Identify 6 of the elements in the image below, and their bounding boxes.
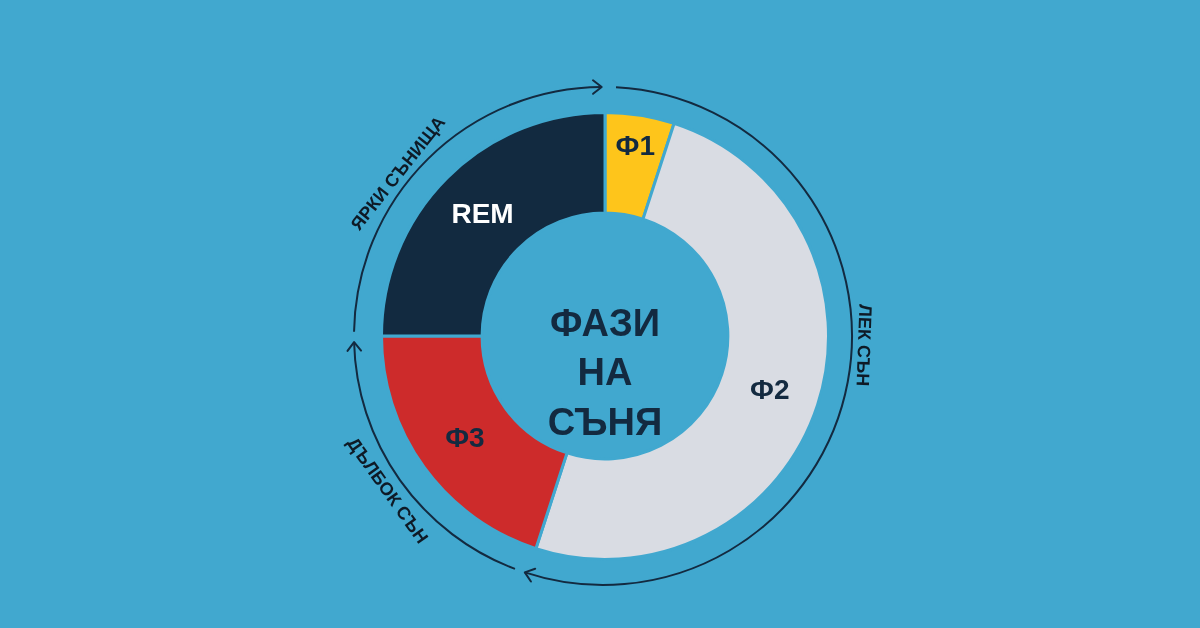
slice-label: REM: [451, 198, 514, 230]
text: ЛЕК СЪН: [852, 303, 876, 387]
slice-label: Ф3: [445, 422, 485, 454]
text: ФАЗИ НА СЪНЯ: [547, 302, 663, 443]
slice-label: Ф1: [615, 129, 655, 161]
slice-label: Ф2: [749, 374, 790, 406]
